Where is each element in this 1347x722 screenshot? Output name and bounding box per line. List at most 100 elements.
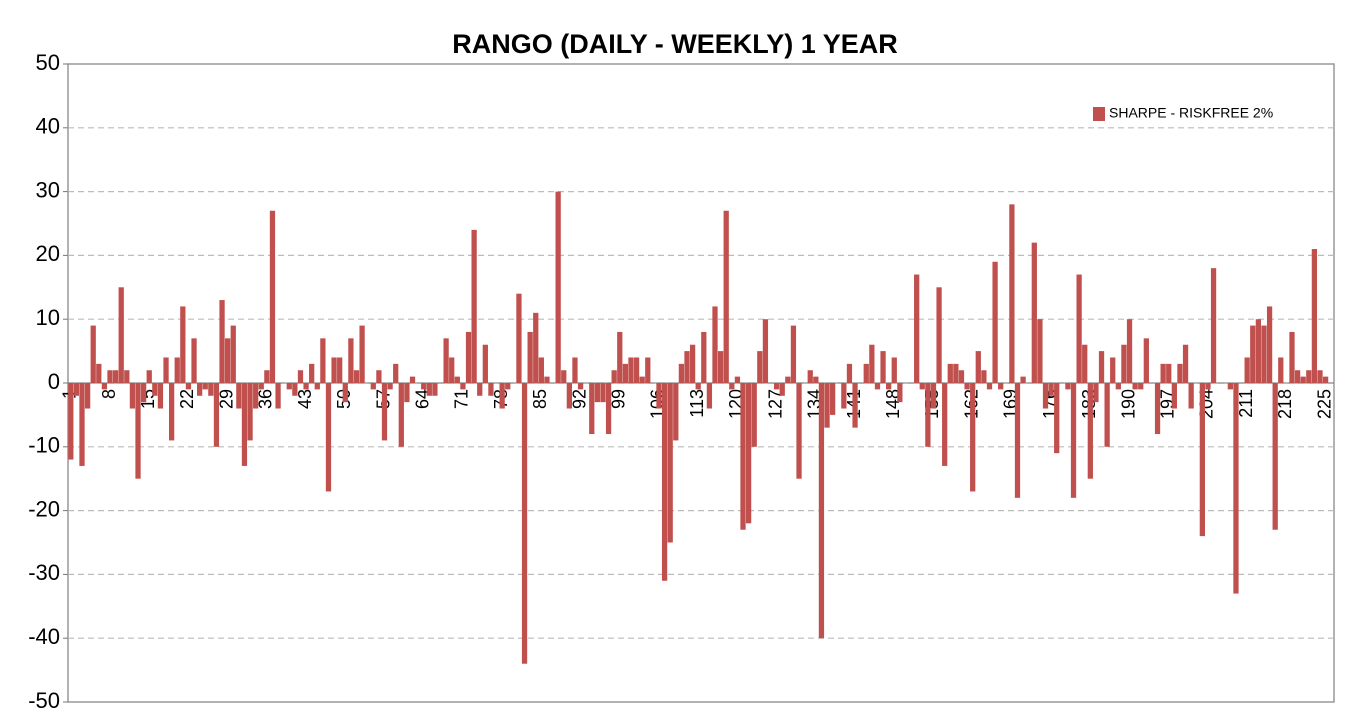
bar bbox=[998, 383, 1004, 390]
x-tick-label: 36 bbox=[256, 389, 276, 409]
bar bbox=[1188, 383, 1194, 409]
x-tick-label: 22 bbox=[177, 389, 197, 409]
bar bbox=[757, 351, 763, 383]
bar bbox=[157, 383, 164, 409]
bar bbox=[544, 376, 550, 383]
bar bbox=[684, 351, 690, 383]
bar bbox=[1087, 383, 1093, 479]
bar bbox=[667, 383, 673, 543]
bar bbox=[1014, 383, 1021, 498]
bar bbox=[958, 370, 965, 383]
bar bbox=[1306, 370, 1312, 383]
bar bbox=[124, 370, 130, 383]
bar bbox=[628, 357, 634, 383]
bar bbox=[253, 383, 259, 409]
bar bbox=[1160, 363, 1166, 383]
bar bbox=[236, 383, 242, 409]
bar bbox=[992, 261, 998, 383]
bar bbox=[891, 357, 897, 383]
bar bbox=[1205, 383, 1211, 390]
bar bbox=[914, 274, 920, 383]
bar bbox=[443, 338, 449, 383]
bar bbox=[936, 287, 942, 383]
bar bbox=[337, 357, 343, 383]
y-tick-label: 50 bbox=[36, 50, 60, 75]
bar bbox=[516, 293, 522, 383]
bar bbox=[1289, 331, 1295, 383]
bar bbox=[309, 363, 315, 383]
bar bbox=[947, 363, 953, 383]
bar bbox=[846, 363, 853, 383]
bar bbox=[706, 383, 713, 409]
bar bbox=[286, 383, 292, 390]
bar bbox=[1070, 383, 1077, 498]
bar bbox=[824, 383, 830, 428]
bar bbox=[421, 383, 427, 390]
bar bbox=[566, 383, 572, 409]
bar bbox=[796, 383, 802, 479]
bar bbox=[695, 383, 701, 390]
bar bbox=[807, 370, 813, 383]
bar bbox=[135, 383, 141, 479]
x-tick-label: 29 bbox=[216, 389, 236, 409]
bar bbox=[381, 383, 388, 441]
x-tick-label: 99 bbox=[609, 389, 629, 409]
bar bbox=[96, 363, 102, 383]
bar bbox=[398, 383, 404, 447]
bar bbox=[600, 383, 606, 403]
bar bbox=[1037, 319, 1043, 383]
bar bbox=[1115, 383, 1121, 390]
bar bbox=[241, 383, 248, 466]
bar bbox=[925, 383, 931, 447]
bar bbox=[101, 383, 108, 390]
bar bbox=[678, 363, 685, 383]
bar bbox=[1210, 268, 1217, 383]
bar bbox=[1294, 370, 1301, 383]
bar bbox=[1272, 383, 1278, 530]
bar bbox=[1154, 383, 1161, 435]
bar bbox=[521, 383, 528, 664]
bar bbox=[320, 338, 326, 383]
bar bbox=[219, 300, 225, 383]
bar bbox=[577, 383, 584, 390]
bar bbox=[1311, 249, 1318, 383]
bar bbox=[986, 383, 993, 390]
bar bbox=[533, 312, 539, 383]
bar bbox=[942, 383, 948, 466]
bar bbox=[213, 383, 220, 447]
x-tick-label: 113 bbox=[687, 389, 707, 418]
bar bbox=[1048, 383, 1054, 396]
bar bbox=[297, 370, 304, 383]
bar bbox=[1166, 363, 1172, 383]
bar bbox=[1227, 383, 1233, 390]
bar bbox=[68, 383, 74, 460]
bar bbox=[1300, 376, 1306, 383]
bar bbox=[1076, 274, 1082, 383]
bar bbox=[1250, 325, 1256, 383]
bar bbox=[633, 357, 640, 383]
bar bbox=[594, 383, 601, 403]
bar bbox=[605, 383, 612, 435]
bar bbox=[1065, 383, 1071, 390]
x-tick-label: 225 bbox=[1314, 389, 1334, 419]
bar bbox=[359, 325, 365, 383]
bar bbox=[1132, 383, 1138, 390]
bar bbox=[180, 306, 186, 383]
bar bbox=[146, 370, 152, 383]
bar bbox=[84, 383, 91, 409]
y-tick-label: 0 bbox=[48, 369, 60, 394]
bar bbox=[1009, 204, 1015, 383]
bar bbox=[639, 376, 645, 383]
bar bbox=[168, 383, 175, 441]
bar bbox=[73, 383, 80, 396]
bar bbox=[717, 351, 724, 383]
y-tick-label: -20 bbox=[28, 496, 60, 521]
y-tick-label: 30 bbox=[36, 177, 60, 202]
bar bbox=[1244, 357, 1250, 383]
bar bbox=[432, 383, 438, 396]
bar bbox=[376, 370, 382, 383]
bar bbox=[488, 383, 494, 396]
y-tick-label: 20 bbox=[36, 241, 60, 266]
chart-title: RANGO (DAILY - WEEKLY) 1 YEAR bbox=[452, 29, 898, 59]
